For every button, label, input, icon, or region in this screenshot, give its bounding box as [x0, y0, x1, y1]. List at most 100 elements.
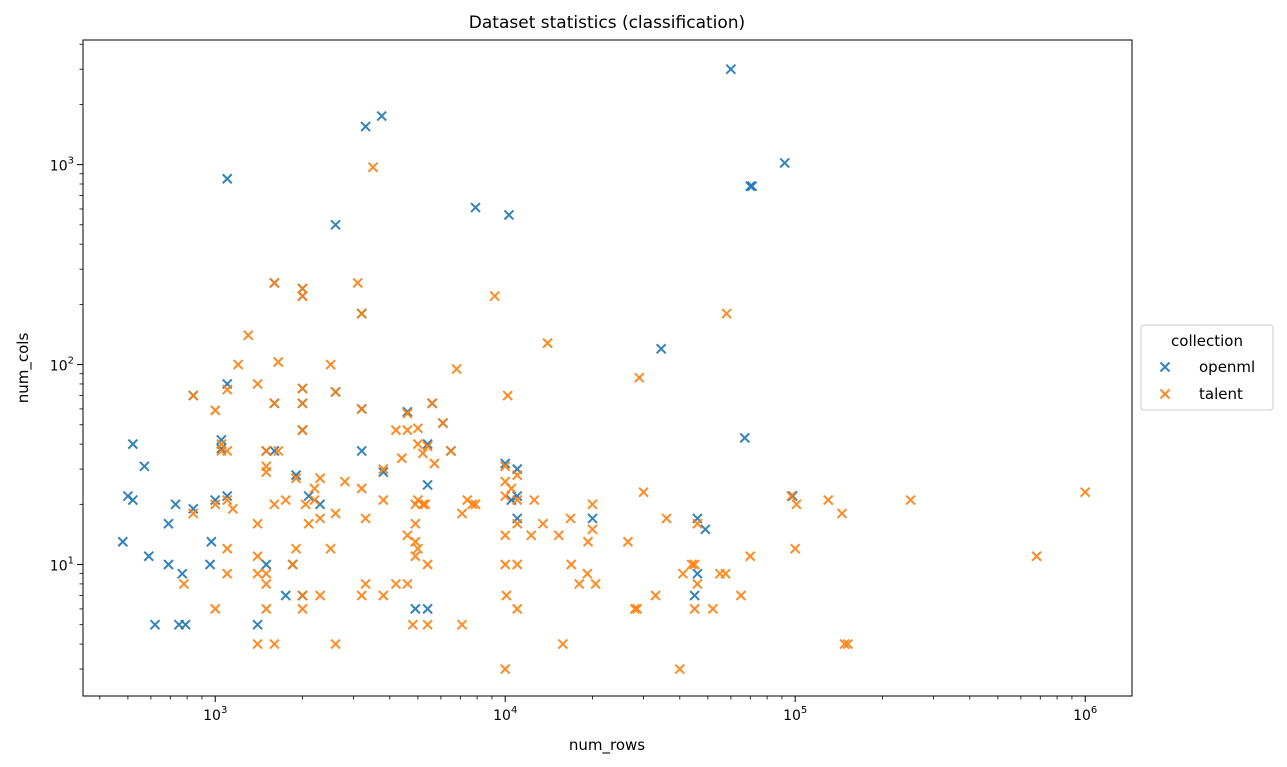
data-point-talent [839, 638, 850, 650]
data-point-talent [330, 508, 341, 519]
legend-marker-symbol [1159, 388, 1171, 400]
data-point-openml [222, 490, 233, 502]
data-point-talent [631, 603, 643, 615]
data-point-talent [836, 508, 848, 519]
data-point-openml [330, 219, 341, 231]
data-point-openml [512, 490, 523, 502]
data-point-talent [422, 619, 433, 630]
data-point-talent [252, 638, 263, 650]
data-point-talent [1031, 551, 1042, 562]
data-point-talent [565, 513, 576, 524]
data-point-talent [582, 568, 593, 579]
data-point-talent [252, 518, 263, 529]
data-point-talent [622, 536, 634, 547]
data-point-talent [402, 424, 413, 436]
data-marks [117, 64, 1091, 675]
legend-marker-openml [1159, 361, 1171, 373]
data-point-talent [526, 530, 537, 541]
data-point-talent [634, 372, 645, 383]
data-point-talent [420, 499, 431, 510]
data-point-talent [390, 578, 402, 590]
chart-title: Dataset statistics (classification) [469, 13, 745, 33]
data-point-talent [587, 499, 598, 510]
data-point-talent [412, 438, 424, 450]
data-point-openml [745, 180, 756, 192]
plot-area [83, 40, 1132, 696]
data-point-talent [297, 283, 308, 294]
legend-entry-talent[interactable]: talent [1159, 385, 1243, 403]
data-point-talent [500, 530, 511, 541]
data-point-talent [721, 308, 732, 319]
data-point-openml [746, 180, 758, 192]
x-tick-label: 104 [493, 705, 517, 724]
data-point-talent [512, 518, 523, 529]
data-point-talent [232, 359, 244, 370]
data-point-talent [674, 663, 686, 675]
x-tick-label: 103 [203, 705, 227, 724]
data-point-talent [790, 543, 801, 554]
data-point-talent [339, 476, 351, 487]
legend: collection openml talent [1140, 324, 1274, 411]
data-point-talent [689, 603, 700, 615]
data-point-openml [261, 559, 272, 570]
data-point-openml [303, 490, 314, 502]
data-point-talent [451, 363, 462, 375]
legend-entry-openml[interactable]: openml [1159, 358, 1256, 376]
x-tick-label: 106 [1073, 705, 1097, 724]
legend-marker-symbol [1159, 361, 1171, 373]
data-point-talent [422, 441, 433, 452]
data-point-talent [467, 499, 478, 510]
data-point-talent [500, 663, 511, 675]
data-point-talent [222, 568, 233, 579]
data-point-talent [252, 551, 263, 562]
data-point-talent [188, 390, 199, 401]
data-point-talent [437, 417, 449, 429]
data-point-talent [290, 473, 302, 484]
data-point-talent [823, 494, 834, 506]
data-point-talent [297, 290, 308, 302]
data-point-openml [470, 202, 481, 213]
data-point-openml [180, 619, 191, 630]
data-point-talent [188, 508, 199, 519]
data-point-talent [1079, 486, 1091, 498]
data-point-openml [149, 619, 161, 630]
data-point-talent [378, 590, 389, 601]
data-point-talent [396, 453, 408, 464]
data-point-talent [261, 466, 272, 478]
data-point-openml [177, 568, 188, 579]
data-point-talent [222, 543, 233, 554]
legend-title: collection [1171, 332, 1243, 350]
data-point-talent [280, 494, 291, 506]
data-point-talent [378, 494, 389, 506]
data-point-openml [356, 445, 367, 457]
data-point-talent [252, 568, 263, 579]
data-point-talent [287, 559, 298, 570]
data-point-talent [390, 424, 402, 436]
data-point-talent [566, 559, 577, 570]
data-point-talent [456, 508, 468, 519]
data-point-talent [500, 490, 511, 502]
data-point-talent [297, 603, 308, 615]
data-point-talent [178, 578, 190, 590]
data-point-openml [127, 494, 139, 506]
data-point-openml [216, 434, 227, 446]
data-point-openml [252, 619, 263, 630]
data-point-talent [261, 568, 272, 579]
plot-frame [82, 39, 1133, 697]
data-point-openml [500, 458, 511, 469]
data-point-talent [412, 423, 424, 434]
data-point-talent [314, 513, 326, 524]
y-tick-label: 102 [50, 356, 74, 375]
data-point-talent [402, 578, 413, 590]
data-point-talent [261, 578, 272, 590]
data-point-talent [410, 536, 421, 547]
data-point-talent [500, 559, 511, 570]
data-point-talent [638, 486, 649, 498]
data-point-talent [243, 330, 254, 341]
data-point-talent [582, 536, 594, 547]
data-point-openml [170, 499, 181, 510]
data-point-talent [417, 499, 429, 510]
data-point-talent [720, 568, 731, 579]
data-point-talent [290, 543, 302, 554]
